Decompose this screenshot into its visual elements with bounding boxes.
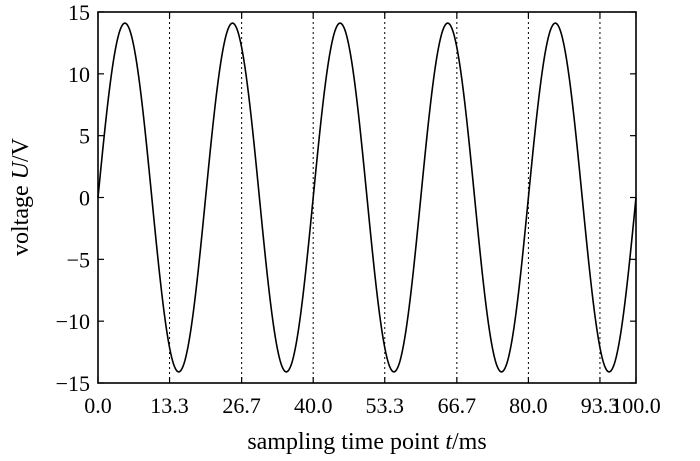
- series-lines: [97, 22, 637, 373]
- y-tick-label: 10: [68, 62, 90, 87]
- y-axis-ticks: 15 10 5 0 −5 −10 −15: [56, 0, 636, 396]
- x-tick-label: 13.3: [150, 393, 189, 418]
- x-tick-label: 100.0: [611, 393, 661, 418]
- plot-frame: [97, 11, 637, 384]
- x-tick-label: 93.3: [581, 393, 620, 418]
- x-tick-label: 80.0: [509, 393, 548, 418]
- series-line: [97, 22, 637, 373]
- x-tick-label: 66.7: [438, 393, 477, 418]
- y-tick-label: −5: [67, 247, 90, 272]
- x-tick-label: 0.0: [84, 393, 112, 418]
- x-tick-label: 53.3: [366, 393, 405, 418]
- x-axis-title: sampling time point t/ms: [247, 429, 486, 455]
- y-tick-label: 5: [79, 124, 90, 149]
- x-tick-label: 26.7: [222, 393, 261, 418]
- gridlines: [169, 12, 601, 383]
- y-tick-label: 15: [68, 0, 90, 25]
- x-tick-label: 40.0: [294, 393, 333, 418]
- y-tick-label: 0: [79, 186, 90, 211]
- y-tick-label: −10: [56, 309, 90, 334]
- y-axis-title: voltage U/V: [8, 137, 34, 256]
- y-tick-label: −15: [56, 371, 90, 396]
